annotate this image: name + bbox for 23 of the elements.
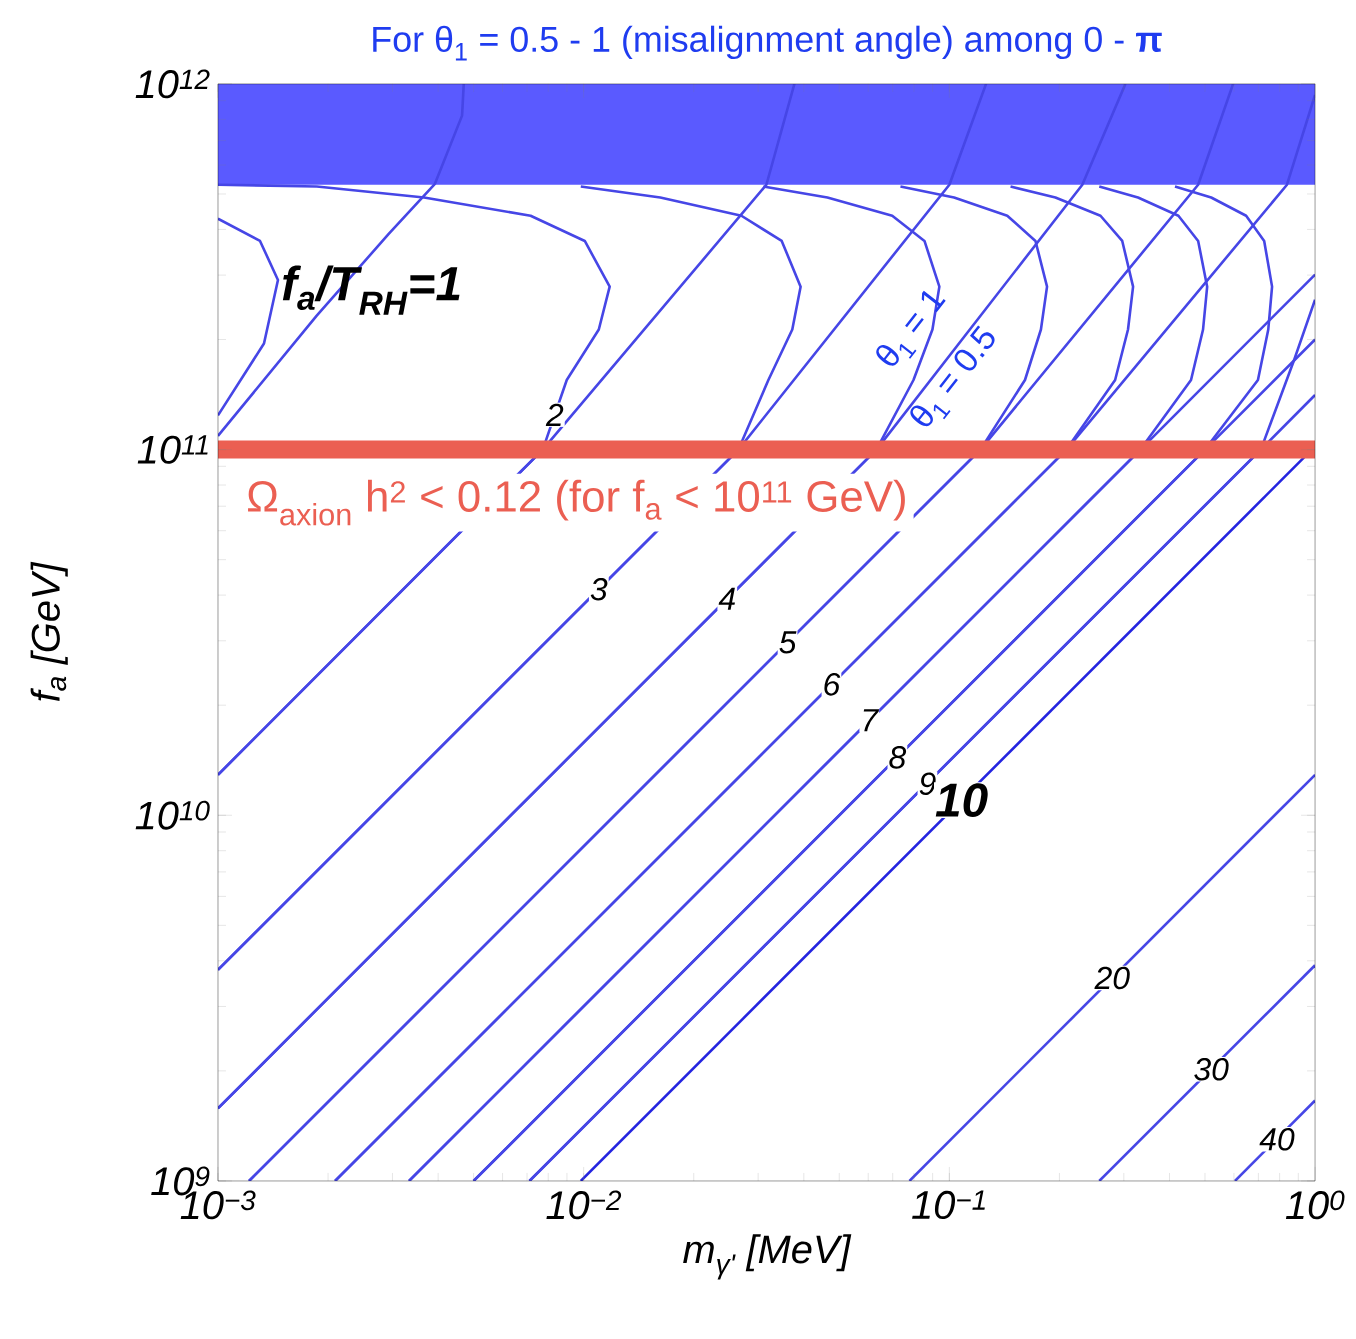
x-tick-label: 10$^{−2}$ <box>546 1190 622 1220</box>
annotation: 40 <box>1259 1128 1295 1151</box>
x-axis-title: m$_{γ'}$ [MeV] <box>683 1234 852 1280</box>
annotation: 20 <box>1094 966 1130 990</box>
y-tick-label: 10$^{12}$ <box>135 69 210 99</box>
x-tick-label: 10$^{−1}$ <box>912 1190 985 1220</box>
annotation: 30 <box>1194 1058 1229 1081</box>
x-tick-label: 10$^{0}$ <box>1285 1190 1345 1220</box>
y-axis-title: f$_{a}$ [GeV] <box>30 561 68 702</box>
y-tick-label: 10$^{10}$ <box>135 800 210 830</box>
annotation: 9 <box>919 772 936 795</box>
annotation: 4 <box>718 587 735 610</box>
annotation: 3 <box>590 577 608 601</box>
y-tick-label: 10$^{11}$ <box>137 435 208 464</box>
annotation: 5 <box>779 631 797 654</box>
annotation: 2 <box>545 403 564 426</box>
annotation: 10 <box>935 783 988 818</box>
annotation: θ$_{1}$ = 1 <box>876 290 946 366</box>
annotation: 8 <box>889 746 907 769</box>
text: Ω$_{axion}$ h$^{2}$ < 0.12 (for f$_{a}$ < 10$^{11}$ GeV) <box>248 479 905 526</box>
annotation: 6 <box>824 673 841 696</box>
annotation: 7 <box>863 709 880 732</box>
chart-title: For θ$_{1}$ = 0.5 - 1 (misalignment angle) among 0 - π <box>373 25 1162 61</box>
